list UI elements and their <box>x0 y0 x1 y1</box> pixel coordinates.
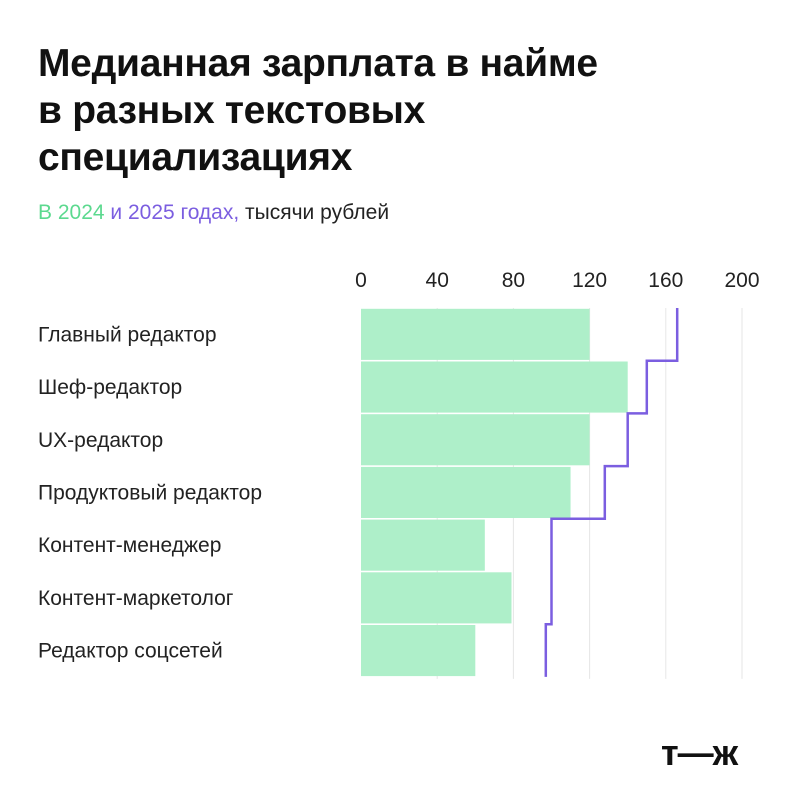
bar-2024-2 <box>361 414 590 466</box>
bar-2024-3 <box>361 466 571 518</box>
title-line-1: Медианная зарплата в найме <box>38 42 598 85</box>
chart-title: Медианная зарплата в найме в разных текс… <box>38 40 758 181</box>
subtitle-unit: тысячи рублей <box>239 201 390 224</box>
bar-2024-4 <box>361 519 485 571</box>
bar-2024-5 <box>361 572 512 624</box>
category-label-4: Контент-менеджер <box>38 534 221 557</box>
category-label-6: Редактор соцсетей <box>38 640 223 663</box>
tzh-logo: т—ж <box>661 732 738 773</box>
subtitle-year-2025: и 2025 годах, <box>104 201 240 224</box>
category-label-0: Главный редактор <box>38 323 217 346</box>
x-tick-label-120: 120 <box>572 269 607 292</box>
bar-2024-0 <box>361 308 590 360</box>
bar-2024-1 <box>361 361 628 413</box>
bar-2024-6 <box>361 625 476 677</box>
chart-subtitle: В 2024 и 2025 годах, тысячи рублей <box>38 199 389 227</box>
category-label-2: UX-редактор <box>38 429 163 452</box>
x-tick-label-40: 40 <box>426 269 449 292</box>
title-line-2: в разных текстовых <box>38 89 426 132</box>
category-label-3: Продуктовый редактор <box>38 481 262 504</box>
x-tick-label-160: 160 <box>648 269 683 292</box>
title-line-3: специализациях <box>38 136 353 179</box>
category-label-1: Шеф-редактор <box>38 376 182 399</box>
subtitle-year-2024: В 2024 <box>38 201 105 224</box>
x-tick-label-80: 80 <box>502 269 525 292</box>
line-2025 <box>544 308 679 677</box>
x-tick-label-200: 200 <box>724 269 759 292</box>
x-tick-label-0: 0 <box>355 269 367 292</box>
category-label-5: Контент-маркетолог <box>38 587 234 610</box>
